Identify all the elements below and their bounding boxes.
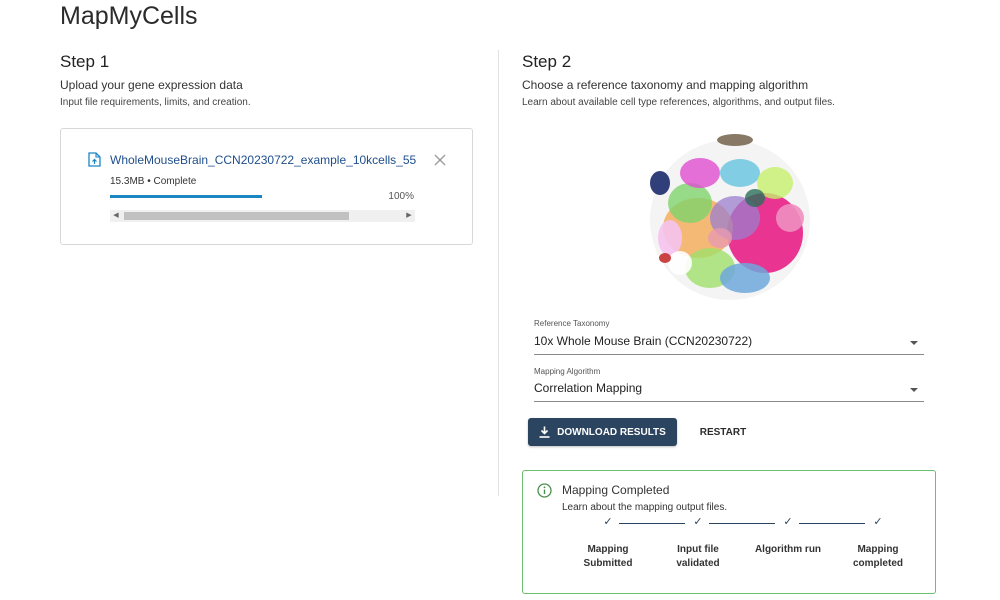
file-upload-icon bbox=[88, 152, 101, 167]
stepper-connector bbox=[799, 523, 865, 524]
scroll-right-icon[interactable]: ▶ bbox=[406, 212, 412, 219]
step-check-icon: ✓ bbox=[873, 516, 883, 528]
mapping-algorithm-label: Mapping Algorithm bbox=[534, 367, 601, 376]
horizontal-scrollbar[interactable]: ◀ ▶ bbox=[110, 210, 415, 222]
app-title: MapMyCells bbox=[60, 2, 198, 30]
reference-taxonomy-value: 10x Whole Mouse Brain (CCN20230722) bbox=[534, 334, 753, 348]
upload-progress-fill bbox=[110, 195, 262, 198]
step1-subtitle: Upload your gene expression data bbox=[60, 78, 243, 92]
mapping-algorithm-value: Correlation Mapping bbox=[534, 381, 643, 395]
output-files-link[interactable]: Learn about the mapping output files. bbox=[562, 502, 728, 513]
reference-taxonomy-label: Reference Taxonomy bbox=[534, 319, 610, 328]
mapping-completed-title: Mapping Completed bbox=[562, 483, 670, 497]
step-check-icon: ✓ bbox=[603, 516, 613, 528]
file-name: WholeMouseBrain_CCN20230722_example_10kc… bbox=[110, 153, 416, 167]
upload-progress-percent: 100% bbox=[388, 191, 414, 202]
download-icon bbox=[539, 426, 550, 438]
mapping-progress-stepper: ✓ ✓ ✓ ✓ Mapping Submitted Input file val… bbox=[523, 515, 937, 585]
reference-taxonomy-select[interactable]: 10x Whole Mouse Brain (CCN20230722) bbox=[534, 332, 924, 355]
taxonomy-umap-image bbox=[650, 134, 810, 300]
info-icon bbox=[537, 483, 552, 498]
download-results-button[interactable]: DOWNLOAD RESULTS bbox=[528, 418, 677, 446]
column-divider bbox=[498, 50, 499, 496]
stepper-connector bbox=[709, 523, 775, 524]
file-status: 15.3MB • Complete bbox=[110, 176, 197, 187]
step-label-mapping-completed: Mapping completed bbox=[852, 544, 903, 569]
step2-subtitle: Choose a reference taxonomy and mapping … bbox=[522, 78, 809, 92]
step-label-input-validated: Input file validated bbox=[676, 544, 720, 569]
step-label-algorithm-run: Algorithm run bbox=[754, 544, 822, 555]
step1-title: Step 1 bbox=[60, 52, 110, 71]
restart-button[interactable]: RESTART bbox=[699, 426, 747, 438]
step1-requirements-link[interactable]: Input file requirements, limits, and cre… bbox=[60, 97, 251, 108]
step2-title: Step 2 bbox=[522, 52, 572, 71]
step2-references-link[interactable]: Learn about available cell type referenc… bbox=[522, 97, 835, 108]
scrollbar-thumb[interactable] bbox=[124, 212, 349, 220]
step-label-mapping-submitted: Mapping Submitted bbox=[583, 544, 633, 569]
mapping-algorithm-select[interactable]: Correlation Mapping bbox=[534, 379, 924, 402]
step-check-icon: ✓ bbox=[783, 516, 793, 528]
download-results-label: DOWNLOAD RESULTS bbox=[557, 426, 666, 438]
mapping-completed-panel: Mapping Completed Learn about the mappin… bbox=[522, 470, 936, 594]
chevron-down-icon bbox=[910, 388, 918, 392]
step-check-icon: ✓ bbox=[693, 516, 703, 528]
chevron-down-icon bbox=[910, 341, 918, 345]
close-icon[interactable] bbox=[433, 153, 447, 167]
uploaded-file-card: WholeMouseBrain_CCN20230722_example_10kc… bbox=[60, 128, 473, 245]
stepper-connector bbox=[619, 523, 685, 524]
scroll-left-icon[interactable]: ◀ bbox=[113, 212, 119, 219]
upload-progress-bar bbox=[110, 195, 413, 198]
